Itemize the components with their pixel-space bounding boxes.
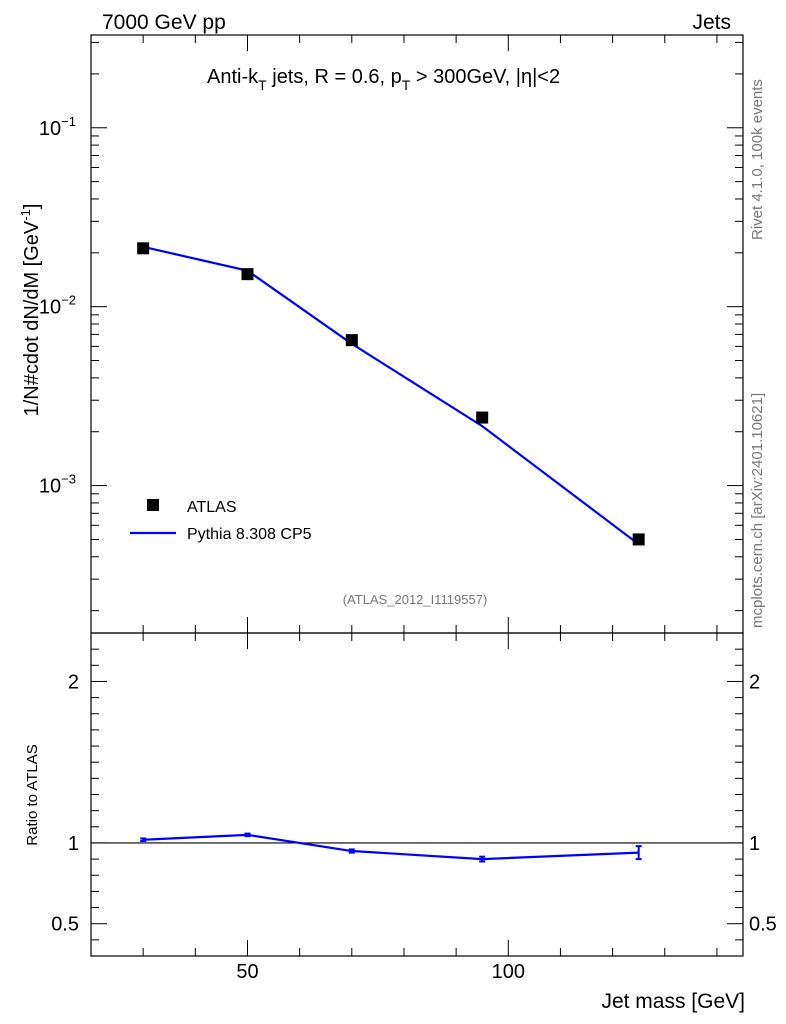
- plot-title: Anti-kT jets, R = 0.6, pT > 300GeV, |η|<…: [207, 66, 560, 93]
- ylabel-sup: -1: [18, 209, 33, 221]
- title-part-a: Anti-k: [207, 66, 259, 88]
- main-plot-frame: [90, 34, 744, 634]
- title-part-b: jets, R = 0.6, p: [267, 66, 402, 88]
- ratio-line-pythia: [143, 833, 639, 861]
- atlas-data-point: [632, 533, 645, 546]
- legend-marker-atlas: [147, 499, 159, 511]
- ratio-plot-frame: [90, 632, 744, 957]
- mcplots-label: mcplots.cern.ch [arXiv:2401.10621]: [749, 393, 766, 628]
- ylabel-text: 1/N#cdot dN/dM [GeV: [21, 220, 43, 416]
- atlas-data-point: [137, 242, 150, 255]
- x-axis-label: Jet mass [GeV]: [601, 990, 745, 1013]
- title-sub-a: T: [258, 77, 267, 93]
- rivet-label: Rivet 4.1.0, 100k events: [749, 79, 766, 240]
- atlas-data-point: [241, 268, 254, 281]
- x-tick-label: 100: [492, 961, 525, 983]
- ratio-x-tick-labels: 50 100: [236, 961, 525, 983]
- ratio-y-tick-label: 1: [68, 833, 79, 855]
- main-axis-ticks: [90, 35, 743, 633]
- ylabel-end: ]: [21, 204, 43, 210]
- title-sub-b: T: [402, 77, 411, 93]
- main-series-group: [137, 242, 645, 546]
- analysis-annotation: (ATLAS_2012_I1119557): [343, 592, 488, 607]
- header-left-label: 7000 GeV pp: [102, 11, 226, 34]
- legend-label-atlas: ATLAS: [187, 499, 237, 516]
- main-y-tick-label: 10−3: [39, 472, 76, 498]
- ratio-error-bars: [140, 832, 642, 863]
- main-y-tick-label: 10−1: [39, 114, 76, 140]
- ratio-axis-ticks: [90, 633, 743, 956]
- main-y-tick-label: 10−2: [39, 293, 76, 319]
- main-y-tick-labels: 10−1 10−2 10−3: [39, 114, 76, 498]
- ratio-series-group: [140, 832, 642, 863]
- ratio-y-tick-label-right: 2: [749, 671, 760, 693]
- header-right-label: Jets: [692, 11, 731, 34]
- atlas-data-point: [476, 411, 489, 424]
- ratio-y-axis-label: Ratio to ATLAS: [24, 744, 41, 845]
- atlas-data-point: [345, 334, 358, 347]
- ratio-y-tick-labels: 0.5 0.5 1 1 2 2: [51, 671, 777, 935]
- legend-label-pythia: Pythia 8.308 CP5: [187, 526, 312, 543]
- title-part-c: > 300GeV, |η|<2: [410, 66, 560, 88]
- ratio-y-tick-label: 2: [68, 671, 79, 693]
- series-markers-atlas: [137, 242, 645, 546]
- legend: ATLAS Pythia 8.308 CP5: [130, 499, 312, 543]
- ratio-y-tick-label-right: 0.5: [749, 914, 777, 936]
- x-tick-label: 50: [236, 961, 258, 983]
- ratio-y-tick-label-right: 1: [749, 833, 760, 855]
- main-y-axis-label: 1/N#cdot dN/dM [GeV-1]: [18, 204, 43, 417]
- ratio-y-tick-label: 0.5: [51, 914, 79, 936]
